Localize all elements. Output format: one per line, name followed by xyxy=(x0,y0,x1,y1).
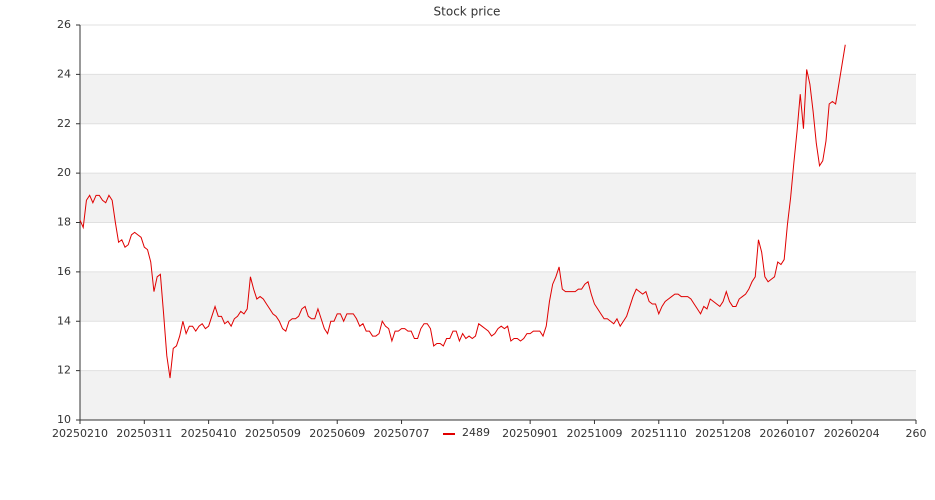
y-tick-label: 20 xyxy=(57,166,71,179)
x-tick-label: 20250609 xyxy=(309,427,365,440)
x-tick-label: 20250707 xyxy=(374,427,430,440)
grid-band xyxy=(80,271,916,322)
chart-title: Stock price xyxy=(434,5,501,19)
x-tick-label: 20251208 xyxy=(695,427,751,440)
y-tick-label: 22 xyxy=(57,117,71,130)
x-tick-label: 260 xyxy=(906,427,927,440)
x-tick-label: 20250410 xyxy=(181,427,237,440)
line xyxy=(79,44,846,379)
legend-label: 2489 xyxy=(462,426,490,439)
x-tick-label: 20250509 xyxy=(245,427,301,440)
x-tick-label: 20260107 xyxy=(759,427,815,440)
y-tick-label: 24 xyxy=(57,67,71,80)
grid-band xyxy=(80,173,916,223)
y-tick-label: 18 xyxy=(57,216,71,229)
grid-band xyxy=(80,370,916,420)
y-tick-label: 16 xyxy=(57,265,71,278)
x-tick-label: 20251009 xyxy=(566,427,622,440)
x-tick-label: 20250210 xyxy=(52,427,108,440)
y-tick-label: 26 xyxy=(57,18,71,31)
x-tick-label: 20260204 xyxy=(824,427,880,440)
y-tick-label: 10 xyxy=(57,413,71,426)
grid-band xyxy=(80,74,916,124)
x-tick-label: 20251110 xyxy=(631,427,687,440)
x-tick-label: 20250901 xyxy=(502,427,558,440)
x-tick-label: 20250311 xyxy=(116,427,172,440)
y-tick-label: 14 xyxy=(57,314,71,327)
y-tick-label: 12 xyxy=(57,364,71,377)
